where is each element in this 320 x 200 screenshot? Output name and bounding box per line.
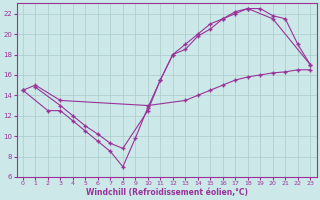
- X-axis label: Windchill (Refroidissement éolien,°C): Windchill (Refroidissement éolien,°C): [85, 188, 248, 197]
